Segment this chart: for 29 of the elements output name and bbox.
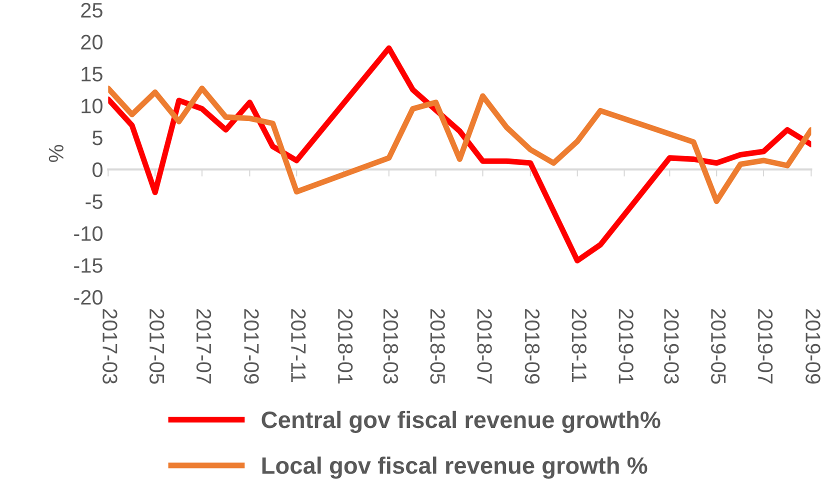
x-tick-label: 2018-05	[430, 309, 445, 384]
x-tick-label: 2019-09	[806, 309, 820, 384]
x-tick-label: 2017-03	[102, 309, 118, 384]
y-tick-label: -5	[86, 194, 102, 210]
x-tick-label: 2019-07	[758, 309, 773, 384]
x-tick-label: 2018-03	[383, 309, 398, 384]
legend-label: Local gov fiscal revenue growth %	[262, 456, 648, 479]
x-tick-label: 2019-03	[664, 309, 679, 384]
x-tick-label: 2019-05	[710, 309, 726, 384]
y-tick-label: 0	[92, 162, 102, 178]
x-tick-label: 2017-09	[244, 309, 259, 384]
legend-label: Central gov fiscal revenue growth%	[262, 410, 660, 433]
y-tick-label: -20	[74, 290, 102, 305]
x-tick-label: 2017-05	[149, 309, 164, 384]
x-tick-label: 2019-01	[618, 309, 634, 384]
y-tick-label: -10	[74, 226, 102, 241]
y-tick-label: 20	[81, 34, 102, 50]
x-tick-label: 2017-07	[196, 309, 212, 384]
x-tick-label: 2018-01	[338, 309, 353, 384]
x-tick-label: 2017-11	[291, 309, 306, 382]
y-tick-label: 10	[82, 98, 102, 114]
y-tick-label: 5	[92, 130, 102, 146]
y-tick-label: -15	[74, 258, 102, 273]
y-axis-title: %	[48, 144, 64, 162]
y-tick-label: 25	[81, 2, 102, 18]
x-tick-label: 2018-09	[524, 309, 540, 384]
y-tick-label: 15	[82, 66, 102, 82]
x-tick-label: 2018-07	[477, 309, 492, 384]
x-tick-label: 2018-11	[572, 309, 587, 382]
